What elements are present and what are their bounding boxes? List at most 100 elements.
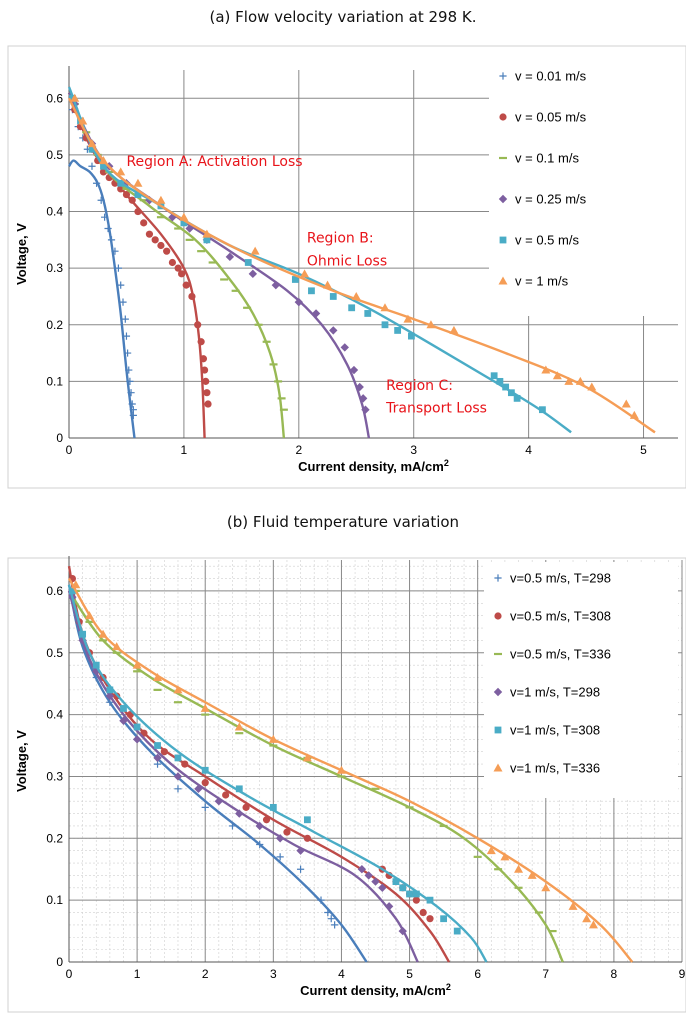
data-point <box>539 406 546 414</box>
chart-a-y-axis-label: Voltage, V <box>14 223 29 285</box>
data-point <box>173 772 183 781</box>
chart-a: 0 1 2 3 4 5 0 0.1 0.2 0.3 0.4 0.5 0.6 Current density… <box>7 45 686 489</box>
data-point <box>203 236 211 244</box>
legend-label: v=0.5 m/s, T=298 <box>510 571 611 586</box>
data-point <box>173 685 183 694</box>
y-tick-label: 0.6 <box>46 584 63 598</box>
data-point <box>104 224 112 233</box>
data-point <box>403 314 413 323</box>
data-point <box>194 321 202 329</box>
data-point <box>122 332 131 340</box>
data-point <box>178 270 186 278</box>
legend-marker <box>493 763 503 772</box>
data-point <box>88 145 96 153</box>
chart-a-legend: v = 0.01 m/s v = 0.05 m/s v = 0.1 m/s v = 0… <box>489 60 679 316</box>
data-point <box>125 366 133 374</box>
data-point <box>336 765 346 774</box>
data-point <box>575 376 585 385</box>
legend-label: v=0.5 m/s, T=308 <box>510 609 611 624</box>
y-tick-label: 0.4 <box>46 708 63 722</box>
data-point <box>449 325 459 334</box>
data-point <box>222 791 230 799</box>
y-tick-label: 0.2 <box>46 831 63 845</box>
data-point <box>541 365 551 374</box>
data-point <box>124 349 132 357</box>
legend-item: v = 0.1 m/s <box>499 151 579 166</box>
data-point <box>514 864 524 873</box>
data-point <box>303 816 311 824</box>
data-point <box>412 890 420 898</box>
data-point <box>111 247 119 255</box>
x-tick-label: 3 <box>410 443 417 457</box>
chart-b: 0 1 2 3 4 5 6 7 8 9 0 0.1 0.2 0.3 0.4 0.5 0.6 Current den… <box>7 556 686 1013</box>
data-point <box>296 865 305 873</box>
legend-marker <box>493 687 503 697</box>
data-point <box>98 156 108 165</box>
chart-b-series-4 <box>67 584 488 963</box>
data-point <box>582 914 592 923</box>
data-point <box>225 252 235 262</box>
chart-b-title: (b) Fluid temperature variation <box>226 513 460 531</box>
x-tick-label: 5 <box>406 967 413 981</box>
legend-box <box>489 60 679 316</box>
data-point <box>502 383 510 391</box>
series-line <box>67 97 656 434</box>
data-point <box>329 326 338 335</box>
legend-marker <box>499 72 507 80</box>
data-point <box>197 338 205 346</box>
data-point <box>364 871 373 880</box>
data-point <box>78 116 88 125</box>
data-point <box>361 405 370 414</box>
data-point <box>79 630 87 638</box>
data-point <box>134 191 142 198</box>
legend-label: v=1 m/s, T=336 <box>510 761 600 776</box>
x-tick-label: 4 <box>525 443 532 457</box>
x-tick-label: 0 <box>66 967 73 981</box>
legend-label: v = 0.1 m/s <box>515 151 579 166</box>
data-point <box>200 703 210 712</box>
data-point <box>234 722 244 731</box>
x-tick-label: 7 <box>542 967 549 981</box>
data-point <box>154 742 161 749</box>
data-point <box>392 878 400 885</box>
data-point <box>513 394 521 402</box>
data-point <box>317 896 325 904</box>
data-point <box>132 660 142 669</box>
data-point <box>351 291 361 300</box>
data-point <box>235 809 244 818</box>
data-point <box>188 292 196 301</box>
annotation: Transport Loss <box>385 401 487 417</box>
data-point <box>127 389 135 397</box>
y-tick-label: 0.5 <box>46 148 63 162</box>
y-tick-label: 0.1 <box>46 374 63 388</box>
data-point <box>174 785 182 793</box>
data-point <box>453 927 461 935</box>
chart-b-series-2 <box>68 589 564 963</box>
legend-box <box>484 562 678 798</box>
legend-marker <box>499 236 507 244</box>
data-point <box>105 691 115 701</box>
data-point <box>408 332 415 340</box>
data-point <box>84 611 94 620</box>
data-point <box>331 921 339 929</box>
legend-item: v = 1 m/s <box>498 274 569 289</box>
y-tick-label: 0.3 <box>46 769 63 783</box>
data-point <box>490 372 498 380</box>
data-point <box>202 229 212 238</box>
data-point <box>250 246 260 255</box>
data-point <box>283 828 291 836</box>
data-point <box>398 926 407 936</box>
data-point <box>114 264 123 272</box>
legend-item: v=0.5 m/s, T=308 <box>494 609 611 624</box>
legend-item: v=0.5 m/s, T=298 <box>494 571 611 586</box>
data-point <box>160 748 168 756</box>
y-tick-label: 0 <box>56 431 63 445</box>
data-point <box>180 219 188 227</box>
data-point <box>92 179 101 187</box>
y-tick-label: 0 <box>56 955 63 969</box>
legend-item: v = 0.5 m/s <box>499 233 579 248</box>
data-point <box>201 766 209 774</box>
legend-marker <box>494 726 502 734</box>
chart-a-series-5 <box>67 93 656 434</box>
data-point <box>381 321 389 329</box>
